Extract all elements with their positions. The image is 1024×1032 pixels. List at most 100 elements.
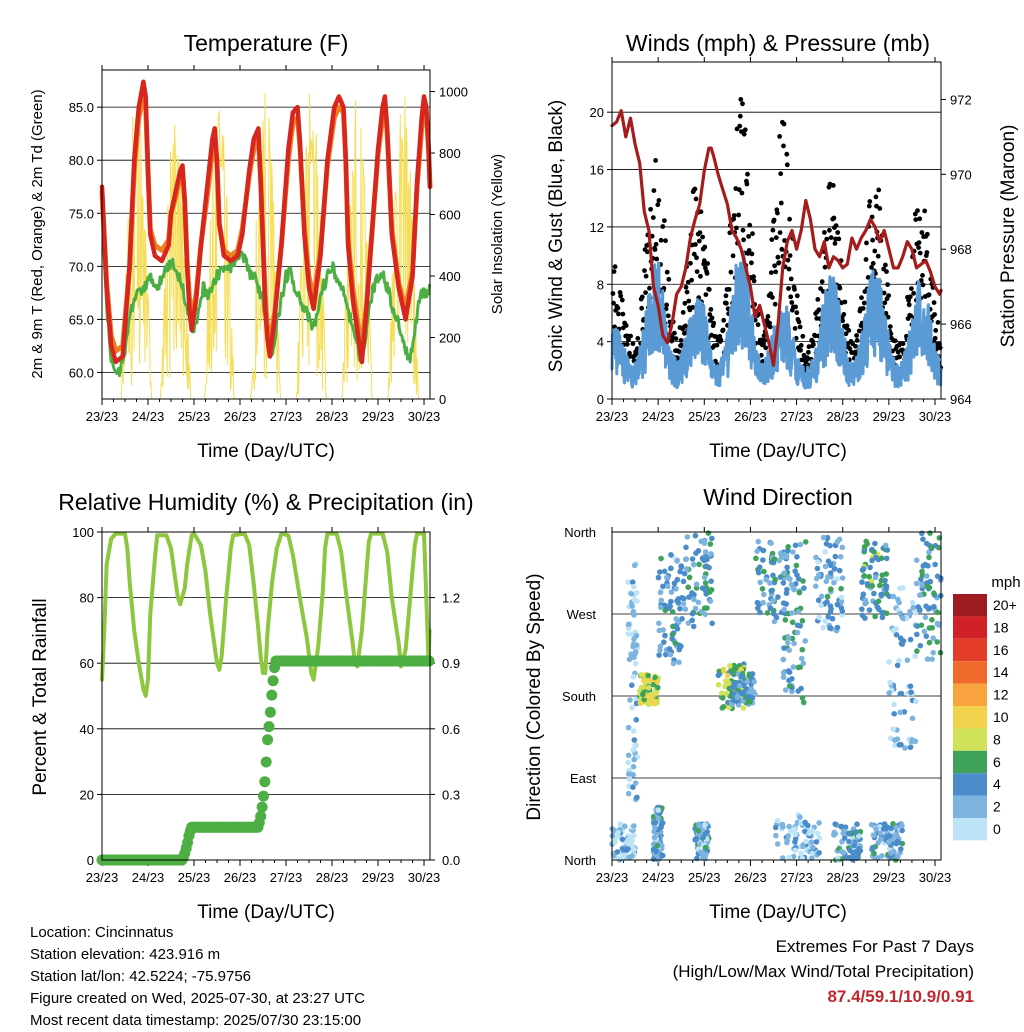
- direction-xlabel: Time (Day/UTC): [709, 902, 847, 923]
- direction-point: [695, 827, 702, 834]
- direction-point: [824, 593, 831, 600]
- direction-point: [897, 585, 903, 592]
- direction-point: [871, 850, 877, 857]
- direction-point: [630, 747, 637, 753]
- direction-point: [836, 567, 843, 574]
- gust-point: [883, 310, 889, 316]
- gust-point: [749, 260, 754, 266]
- direction-y-tick-label: North: [564, 525, 596, 540]
- gust-point: [922, 208, 928, 214]
- gust-point: [866, 203, 872, 209]
- gust-point: [647, 285, 652, 291]
- gust-point: [881, 290, 887, 296]
- direction-point: [781, 645, 787, 651]
- temperature-x-tick-label: 29/23: [362, 409, 395, 424]
- direction-point: [883, 586, 889, 592]
- direction-point: [907, 744, 914, 751]
- direction-point: [904, 657, 911, 663]
- direction-point: [633, 717, 640, 723]
- direction-point: [918, 622, 925, 628]
- direction-point: [678, 643, 684, 650]
- direction-point: [801, 699, 807, 706]
- gust-point: [653, 241, 659, 247]
- direction-point: [625, 631, 632, 637]
- gust-point: [765, 314, 771, 319]
- gust-point: [787, 216, 792, 222]
- direction-point: [829, 615, 836, 622]
- gust-point: [666, 276, 672, 282]
- direction-point: [787, 576, 793, 582]
- gust-point: [644, 249, 650, 255]
- direction-point: [625, 752, 632, 759]
- direction-point: [768, 588, 774, 594]
- temperature-ylabel-right: Solar Insolation (Yellow): [489, 154, 506, 314]
- direction-point: [768, 540, 774, 546]
- direction-point: [799, 618, 806, 624]
- station-info: Location: Cincinnatus Station elevation:…: [30, 922, 365, 1032]
- direction-point: [689, 556, 696, 562]
- direction-point: [657, 647, 663, 653]
- winds-plot-frame: [611, 61, 942, 400]
- direction-point: [627, 697, 633, 703]
- direction-y-tick-label: East: [570, 771, 596, 786]
- direction-point: [866, 573, 872, 580]
- gust-point: [778, 171, 784, 177]
- direction-point: [771, 556, 777, 562]
- direction-point: [779, 821, 786, 828]
- gust-point: [683, 284, 689, 290]
- direction-point: [809, 850, 816, 857]
- direction-point: [703, 851, 709, 858]
- direction-point: [656, 652, 662, 658]
- direction-point: [780, 670, 787, 676]
- colorbar-label: 10: [993, 709, 1009, 725]
- direction-point: [692, 605, 699, 612]
- direction-point: [689, 610, 696, 617]
- gust-point: [696, 238, 702, 244]
- gust-point: [730, 253, 736, 259]
- direction-point: [691, 596, 697, 603]
- gust-point: [832, 241, 838, 246]
- direction-point: [682, 556, 689, 563]
- direction-point: [614, 849, 621, 855]
- gust-point: [798, 343, 804, 348]
- colorbar-swatch: [953, 750, 987, 774]
- direction-point: [629, 603, 635, 609]
- direction-x-tick-label: 29/23: [873, 870, 906, 885]
- direction-point: [864, 581, 871, 587]
- gust-point: [618, 293, 624, 299]
- humidity-x-tick-label: 30/23: [408, 870, 441, 885]
- gust-point: [792, 287, 797, 292]
- direction-point: [797, 541, 804, 548]
- direction-point: [674, 557, 680, 564]
- direction-point: [695, 599, 702, 606]
- direction-point: [877, 582, 883, 589]
- direction-point: [934, 620, 941, 627]
- gust-point: [915, 208, 920, 214]
- direction-point: [706, 564, 712, 571]
- direction-y-tick-label: North: [564, 853, 596, 868]
- direction-point: [828, 586, 834, 592]
- direction-point: [731, 662, 737, 669]
- direction-point: [653, 848, 659, 855]
- rainfall-point: [264, 706, 276, 718]
- direction-point: [761, 568, 767, 575]
- gust-point: [793, 304, 798, 310]
- gust-point: [746, 248, 752, 253]
- direction-point: [785, 634, 792, 641]
- direction-point: [869, 844, 876, 851]
- direction-point: [698, 849, 704, 856]
- gust-point: [933, 328, 939, 333]
- direction-point: [724, 672, 731, 679]
- direction-point: [846, 854, 853, 861]
- gust-point: [853, 352, 859, 357]
- direction-point: [702, 844, 709, 851]
- temperature-y2-tick-label: 1000: [439, 85, 468, 100]
- station-location: Location: Cincinnatus: [30, 924, 174, 941]
- direction-point: [917, 592, 923, 598]
- gust-point: [767, 324, 773, 330]
- direction-point: [789, 619, 796, 626]
- direction-point: [746, 693, 752, 700]
- direction-point: [665, 583, 671, 590]
- gust-point: [854, 333, 859, 338]
- direction-point: [883, 825, 889, 832]
